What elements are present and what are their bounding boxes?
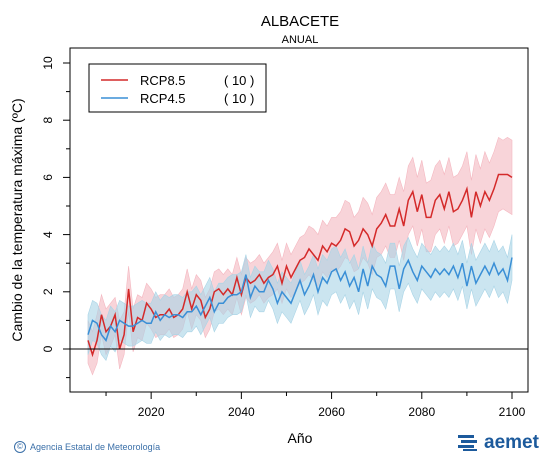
y-tick-label: 4 bbox=[41, 231, 55, 238]
agency-credit: © Agencia Estatal de Meteorología bbox=[14, 441, 160, 453]
agency-name: Agencia Estatal de Meteorología bbox=[30, 442, 161, 452]
legend: RCP8.5 ( 10 ) RCP4.5 ( 10 ) bbox=[88, 63, 267, 113]
legend-box bbox=[88, 63, 267, 113]
copyright-icon: © bbox=[14, 441, 26, 453]
plot-frame bbox=[69, 47, 529, 393]
series-line-rcp45 bbox=[87, 257, 513, 342]
uncertainty-bands bbox=[87, 136, 513, 376]
chart-subtitle: ANUAL bbox=[282, 34, 319, 46]
y-tick-label: 0 bbox=[41, 345, 55, 352]
aemet-logo: aemet bbox=[458, 432, 539, 454]
x-axis: 2020 2040 2060 2080 2100 bbox=[105, 392, 526, 419]
x-tick-label: 2060 bbox=[318, 405, 345, 419]
series-line-rcp85 bbox=[87, 173, 513, 358]
chart-title: ALBACETE bbox=[261, 13, 339, 30]
y-axis-label: Cambio de la temperatura máxima (ºC) bbox=[9, 98, 25, 341]
aemet-logo-icon bbox=[458, 435, 477, 451]
legend-count-rcp45: ( 10 ) bbox=[224, 91, 254, 106]
legend-label-rcp45: RCP4.5 bbox=[140, 91, 186, 106]
x-tick-label: 2020 bbox=[138, 405, 165, 419]
y-axis: 0 2 4 6 8 10 bbox=[41, 56, 70, 379]
x-tick-label: 2040 bbox=[228, 405, 255, 419]
x-axis-label: Año bbox=[288, 430, 313, 446]
y-tick-label: 10 bbox=[41, 56, 55, 70]
series-lines bbox=[87, 173, 513, 358]
aemet-wordmark: aemet bbox=[484, 432, 539, 453]
y-tick-label: 8 bbox=[41, 117, 55, 124]
x-tick-label: 2100 bbox=[499, 405, 526, 419]
x-tick-label: 2080 bbox=[408, 405, 435, 419]
y-tick-label: 2 bbox=[41, 288, 55, 295]
legend-label-rcp85: RCP8.5 bbox=[140, 73, 186, 88]
legend-count-rcp85: ( 10 ) bbox=[224, 73, 254, 88]
y-tick-label: 6 bbox=[41, 174, 55, 181]
